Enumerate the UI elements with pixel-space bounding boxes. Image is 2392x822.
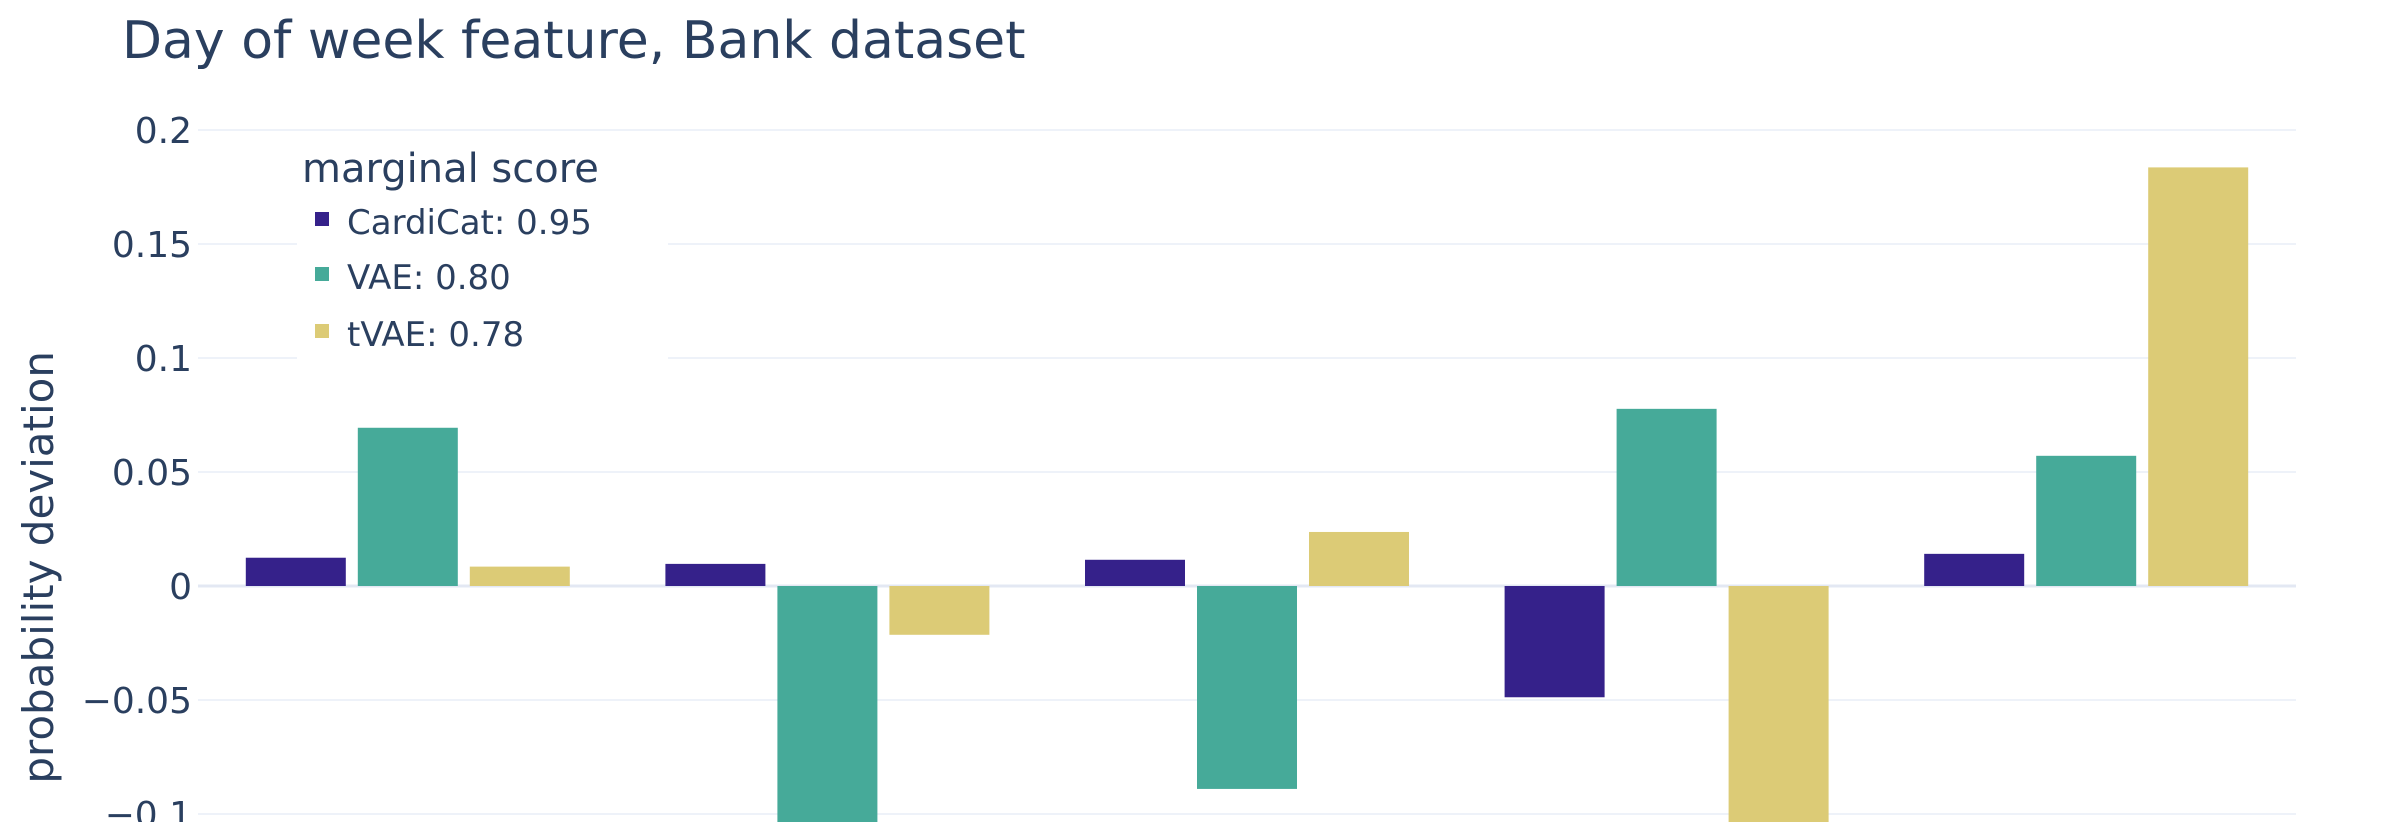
bar-vae-5[interactable]: [2036, 455, 2137, 586]
legend-label: VAE: 0.80: [347, 258, 511, 298]
y-tick-label: −0.05: [82, 681, 192, 722]
y-tick-label: 0.15: [112, 225, 192, 266]
bar-cardicat-3[interactable]: [1085, 559, 1185, 586]
legend[interactable]: marginal score CardiCat: 0.95 VAE: 0.80 tV…: [297, 131, 668, 359]
y-tick-label: 0.1: [135, 339, 192, 380]
y-axis-ticks: 0.2 0.15 0.1 0.05 0 −0.05 −0.1: [82, 111, 192, 822]
bar-cardicat-1[interactable]: [245, 557, 346, 586]
legend-item[interactable]: CardiCat: 0.95: [315, 203, 592, 243]
bar-tvae-2[interactable]: [889, 586, 990, 635]
legend-title: marginal score: [302, 146, 599, 192]
bar-vae-1[interactable]: [357, 427, 458, 586]
chart-title: Day of week feature, Bank dataset: [122, 11, 1026, 71]
legend-item[interactable]: tVAE: 0.78: [315, 315, 524, 355]
bar-vae-2[interactable]: [777, 586, 878, 822]
legend-label: tVAE: 0.78: [347, 315, 524, 355]
y-tick-label: 0.05: [112, 453, 192, 494]
bar-vae-3[interactable]: [1197, 586, 1297, 789]
legend-background: [297, 131, 668, 359]
legend-swatch: [315, 212, 329, 226]
legend-swatch: [315, 267, 329, 281]
bar-tvae-3[interactable]: [1309, 531, 1409, 586]
bar-tvae-1[interactable]: [469, 566, 570, 586]
y-tick-label: 0: [169, 567, 192, 608]
bars: [245, 167, 2249, 822]
legend-item[interactable]: VAE: 0.80: [315, 258, 511, 298]
y-tick-label: −0.1: [105, 795, 192, 822]
bar-cardicat-4[interactable]: [1504, 586, 1605, 698]
legend-swatch: [315, 324, 329, 338]
bar-tvae-5[interactable]: [2148, 167, 2249, 586]
bar-tvae-4[interactable]: [1728, 586, 1829, 822]
y-tick-label: 0.2: [135, 111, 192, 152]
bar-cardicat-2[interactable]: [665, 563, 766, 586]
y-axis-label: probability deviation: [14, 351, 63, 784]
bar-cardicat-5[interactable]: [1924, 553, 2025, 586]
bar-vae-4[interactable]: [1616, 408, 1717, 586]
legend-label: CardiCat: 0.95: [347, 203, 592, 243]
